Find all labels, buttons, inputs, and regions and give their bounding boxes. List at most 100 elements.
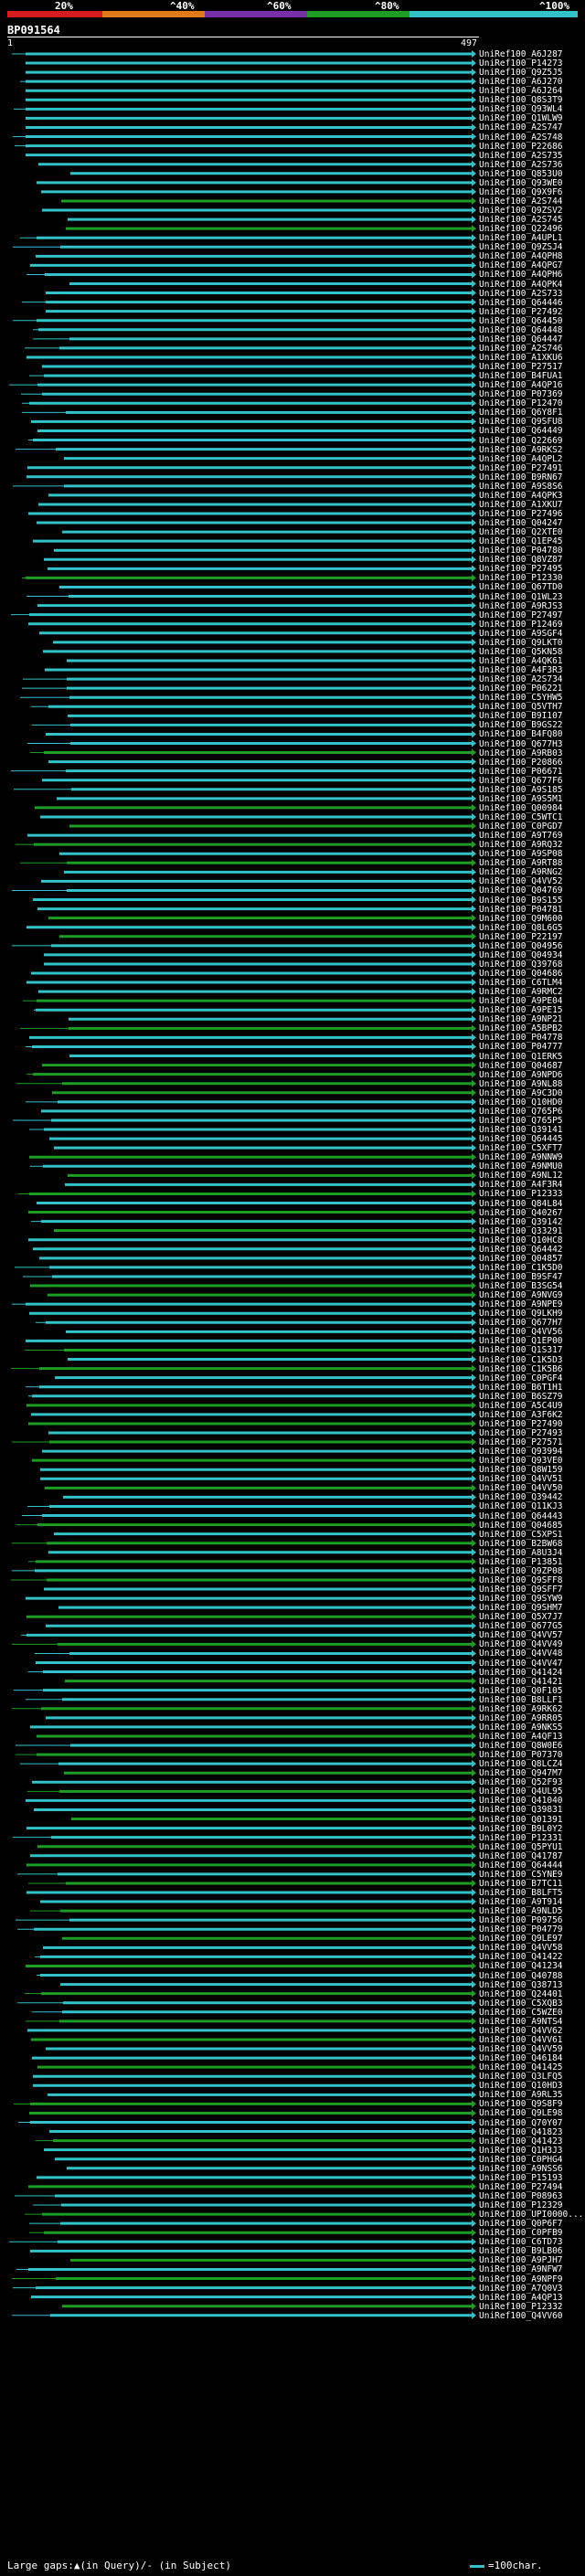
hit-label[interactable]: UniRef100_A9C3D0 bbox=[479, 1088, 563, 1098]
hit-label[interactable]: UniRef100_Q93WE0 bbox=[479, 178, 563, 188]
hit-label[interactable]: UniRef100_A2S744 bbox=[479, 196, 563, 207]
hit-label[interactable]: UniRef100_Q11KJ3 bbox=[479, 1501, 563, 1511]
hit-label[interactable]: UniRef100_A9NSS6 bbox=[479, 2164, 563, 2174]
hit-label[interactable]: UniRef100_B2BW68 bbox=[479, 1539, 563, 1549]
hit-label[interactable]: UniRef100_Q04956 bbox=[479, 941, 563, 951]
hit-label[interactable]: UniRef100_P27497 bbox=[479, 610, 563, 620]
hit-label[interactable]: UniRef100_Q10HD3 bbox=[479, 2081, 563, 2091]
hit-label[interactable]: UniRef100_P27517 bbox=[479, 362, 563, 372]
hit-label[interactable]: UniRef100_A9S8S6 bbox=[479, 482, 563, 492]
hit-label[interactable]: UniRef100_Q04857 bbox=[479, 1254, 563, 1264]
hit-label[interactable]: UniRef100_A9NLD5 bbox=[479, 1906, 563, 1916]
hit-label[interactable]: UniRef100_A9NPD6 bbox=[479, 1070, 563, 1080]
hit-label[interactable]: UniRef100_A9RT88 bbox=[479, 858, 563, 868]
hit-label[interactable]: UniRef100_A9RL35 bbox=[479, 2090, 563, 2100]
hit-label[interactable]: UniRef100_Q4VV59 bbox=[479, 2044, 563, 2054]
hit-label[interactable]: UniRef100_P12332 bbox=[479, 2302, 563, 2312]
hit-label[interactable]: UniRef100_Q04687 bbox=[479, 1061, 563, 1071]
hit-label[interactable]: UniRef100_Q41787 bbox=[479, 1851, 563, 1861]
hit-label[interactable]: UniRef100_Q41421 bbox=[479, 1677, 563, 1687]
hit-label[interactable]: UniRef100_Q9LE97 bbox=[479, 1934, 563, 1944]
hit-label[interactable]: UniRef100_P27571 bbox=[479, 1437, 563, 1447]
hit-label[interactable]: UniRef100_Q0F105 bbox=[479, 1686, 563, 1696]
hit-label[interactable]: UniRef100_Q93WL4 bbox=[479, 104, 563, 114]
hit-label[interactable]: UniRef100_P12330 bbox=[479, 573, 563, 583]
hit-label[interactable]: UniRef100_B3SG54 bbox=[479, 1281, 563, 1291]
hit-label[interactable]: UniRef100_P06671 bbox=[479, 767, 563, 777]
hit-label[interactable]: UniRef100_P22686 bbox=[479, 142, 563, 152]
hit-label[interactable]: UniRef100_Q8W0E6 bbox=[479, 1741, 563, 1751]
hit-label[interactable]: UniRef100_Q4VV52 bbox=[479, 876, 563, 886]
hit-label[interactable]: UniRef100_A4QF13 bbox=[479, 1732, 563, 1742]
hit-label[interactable]: UniRef100_Q9X9F6 bbox=[479, 187, 563, 197]
hit-label[interactable]: UniRef100_A2S745 bbox=[479, 215, 563, 225]
hit-label[interactable]: UniRef100_UPI0000... bbox=[479, 2210, 584, 2220]
hit-label[interactable]: UniRef100_B9SF47 bbox=[479, 1272, 563, 1282]
hit-label[interactable]: UniRef100_Q6Y8F1 bbox=[479, 408, 563, 418]
hit-label[interactable]: UniRef100_Q64443 bbox=[479, 1511, 563, 1521]
hit-label[interactable]: UniRef100_A9SP08 bbox=[479, 849, 563, 859]
hit-label[interactable]: UniRef100_P27493 bbox=[479, 1428, 563, 1438]
hit-label[interactable]: UniRef100_Q1ERK5 bbox=[479, 1052, 563, 1062]
hit-label[interactable]: UniRef100_Q41425 bbox=[479, 2062, 563, 2072]
hit-label[interactable]: UniRef100_C5XPS1 bbox=[479, 1530, 563, 1540]
hit-label[interactable]: UniRef100_Q22669 bbox=[479, 436, 563, 446]
hit-label[interactable]: UniRef100_A4F3R4 bbox=[479, 1180, 563, 1190]
hit-label[interactable]: UniRef100_P27490 bbox=[479, 1419, 563, 1429]
hit-label[interactable]: UniRef100_Q4VV49 bbox=[479, 1639, 563, 1649]
hit-label[interactable]: UniRef100_A4QPG7 bbox=[479, 260, 563, 270]
hit-label[interactable]: UniRef100_A4QPK4 bbox=[479, 280, 563, 290]
hit-label[interactable]: UniRef100_Q4UL95 bbox=[479, 1786, 563, 1797]
hit-label[interactable]: UniRef100_Q9LKH9 bbox=[479, 1309, 563, 1319]
hit-label[interactable]: UniRef100_A2S735 bbox=[479, 151, 563, 161]
hit-label[interactable]: UniRef100_Q8S3T9 bbox=[479, 95, 563, 105]
hit-label[interactable]: UniRef100_Q677F6 bbox=[479, 776, 563, 786]
hit-label[interactable]: UniRef100_Q64447 bbox=[479, 334, 563, 345]
hit-label[interactable]: UniRef100_A9NL12 bbox=[479, 1171, 563, 1181]
hit-label[interactable]: UniRef100_Q4VV60 bbox=[479, 2311, 563, 2321]
hit-label[interactable]: UniRef100_Q9Z5J5 bbox=[479, 68, 563, 78]
hit-label[interactable]: UniRef100_P06221 bbox=[479, 684, 563, 694]
hit-label[interactable]: UniRef100_Q39831 bbox=[479, 1805, 563, 1815]
hit-label[interactable]: UniRef100_A9RJS3 bbox=[479, 601, 563, 611]
hit-label[interactable]: UniRef100_Q1EP45 bbox=[479, 536, 563, 546]
hit-label[interactable]: UniRef100_Q41422 bbox=[479, 1952, 563, 1962]
hit-label[interactable]: UniRef100_A9S185 bbox=[479, 785, 563, 795]
hit-label[interactable]: UniRef100_P04781 bbox=[479, 905, 563, 915]
hit-label[interactable]: UniRef100_A4QPL2 bbox=[479, 454, 563, 464]
hit-label[interactable]: UniRef100_Q67TD0 bbox=[479, 582, 563, 592]
hit-label[interactable]: UniRef100_Q93VE0 bbox=[479, 1456, 563, 1466]
hit-label[interactable]: UniRef100_Q4VV62 bbox=[479, 2026, 563, 2036]
hit-label[interactable]: UniRef100_B8LLF1 bbox=[479, 1695, 563, 1705]
hit-label[interactable]: UniRef100_Q40267 bbox=[479, 1208, 563, 1218]
hit-label[interactable]: UniRef100_A9NPE9 bbox=[479, 1299, 563, 1309]
hit-label[interactable]: UniRef100_Q24401 bbox=[479, 1989, 563, 1999]
hit-label[interactable]: UniRef100_Q4VV58 bbox=[479, 1943, 563, 1953]
hit-label[interactable]: UniRef100_Q4VV57 bbox=[479, 1630, 563, 1640]
hit-label[interactable]: UniRef100_Q04247 bbox=[479, 518, 563, 528]
hit-label[interactable]: UniRef100_A9NTS4 bbox=[479, 2017, 563, 2027]
hit-label[interactable]: UniRef100_Q39442 bbox=[479, 1492, 563, 1502]
hit-label[interactable]: UniRef100_A9RQ32 bbox=[479, 840, 563, 850]
hit-label[interactable]: UniRef100_A2S733 bbox=[479, 289, 563, 299]
hit-label[interactable]: UniRef100_Q64445 bbox=[479, 1134, 563, 1144]
hit-label[interactable]: UniRef100_C5YNE9 bbox=[479, 1870, 563, 1880]
hit-label[interactable]: UniRef100_C5WZE0 bbox=[479, 2008, 563, 2018]
hit-label[interactable]: UniRef100_Q765P5 bbox=[479, 1116, 563, 1126]
hit-label[interactable]: UniRef100_A9PE15 bbox=[479, 1005, 563, 1015]
hit-label[interactable]: UniRef100_C5WTC1 bbox=[479, 812, 563, 822]
hit-label[interactable]: UniRef100_P12470 bbox=[479, 398, 563, 408]
hit-label[interactable]: UniRef100_Q01391 bbox=[479, 1815, 563, 1825]
hit-label[interactable]: UniRef100_A9S5M1 bbox=[479, 794, 563, 804]
hit-label[interactable]: UniRef100_Q9M600 bbox=[479, 914, 563, 924]
hit-label[interactable]: UniRef100_Q64446 bbox=[479, 298, 563, 308]
hit-label[interactable]: UniRef100_Q84L84 bbox=[479, 1199, 563, 1209]
hit-label[interactable]: UniRef100_Q10HC8 bbox=[479, 1235, 563, 1246]
hit-label[interactable]: UniRef100_Q9ZSV2 bbox=[479, 206, 563, 216]
hit-label[interactable]: UniRef100_Q2XTE0 bbox=[479, 527, 563, 537]
hit-label[interactable]: UniRef100_Q677H7 bbox=[479, 1318, 563, 1328]
hit-label[interactable]: UniRef100_A9NKS5 bbox=[479, 1723, 563, 1733]
hit-label[interactable]: UniRef100_A6J264 bbox=[479, 86, 563, 96]
hit-label[interactable]: UniRef100_A9SGF4 bbox=[479, 629, 563, 639]
hit-label[interactable]: UniRef100_Q9SFF8 bbox=[479, 1575, 563, 1585]
